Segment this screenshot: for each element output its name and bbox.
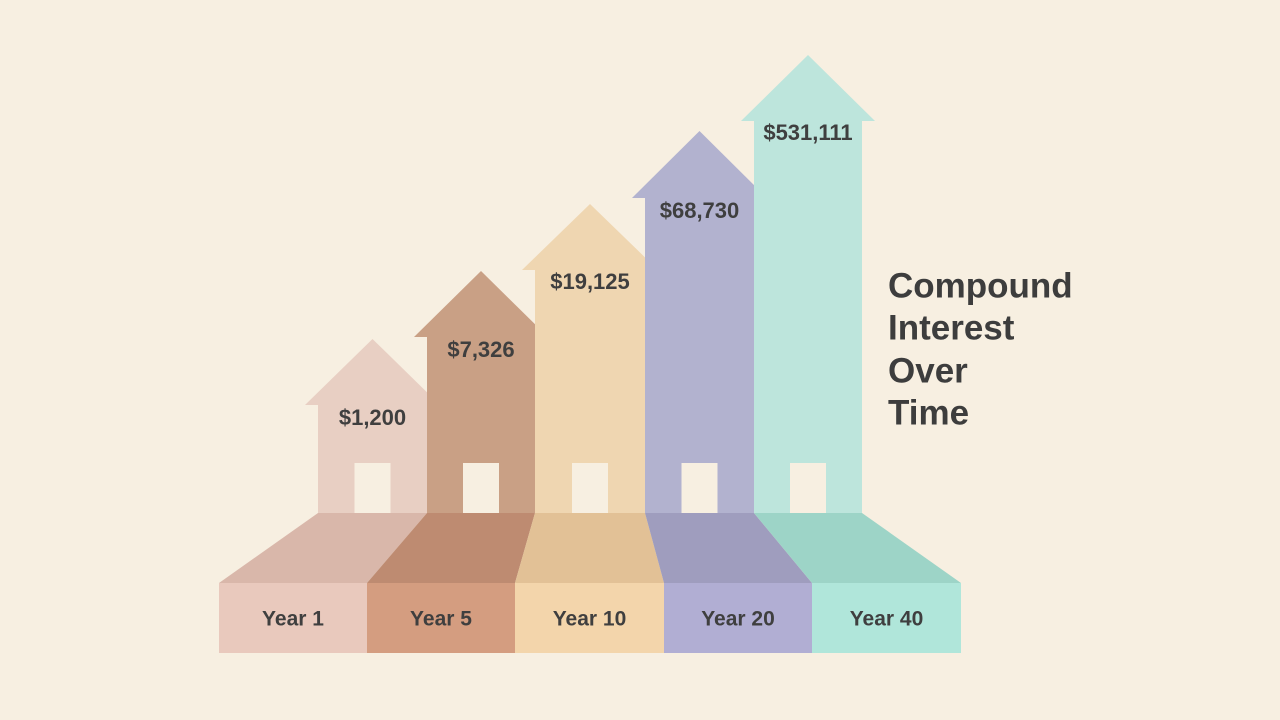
arrow-head [305, 339, 440, 405]
title-line: Interest [888, 308, 1015, 347]
label-box [219, 583, 367, 653]
title-line: Time [888, 393, 969, 432]
arrow-head [414, 271, 548, 337]
arrow-base [645, 513, 812, 583]
arrow-head [632, 131, 767, 198]
step-value: $7,326 [447, 337, 514, 362]
door [790, 463, 826, 513]
title-line: Compound [888, 266, 1073, 305]
door [572, 463, 608, 513]
arrow-base [754, 513, 961, 583]
step-label: Year 5 [410, 608, 472, 631]
step-label: Year 20 [701, 608, 775, 631]
arrow-head [522, 204, 658, 270]
label-box [812, 583, 961, 653]
step-label: Year 10 [553, 608, 627, 631]
arrow-base [515, 513, 664, 583]
label-box [367, 583, 515, 653]
step-label: Year 40 [850, 608, 924, 631]
arrow-body [754, 120, 862, 513]
step-value: $1,200 [339, 405, 406, 430]
step-value: $19,125 [550, 269, 630, 294]
step-value: $531,111 [763, 120, 852, 145]
door [354, 463, 391, 513]
door [681, 463, 718, 513]
title-line: Over [888, 351, 968, 390]
arrow-base [219, 513, 427, 583]
arrow-body [645, 197, 754, 513]
label-box [664, 583, 812, 653]
door [463, 463, 499, 513]
step-label: Year 1 [262, 608, 324, 631]
arrow-head [741, 55, 875, 121]
step-value: $68,730 [660, 198, 740, 223]
label-box [515, 583, 664, 653]
arrow-base [367, 513, 535, 583]
